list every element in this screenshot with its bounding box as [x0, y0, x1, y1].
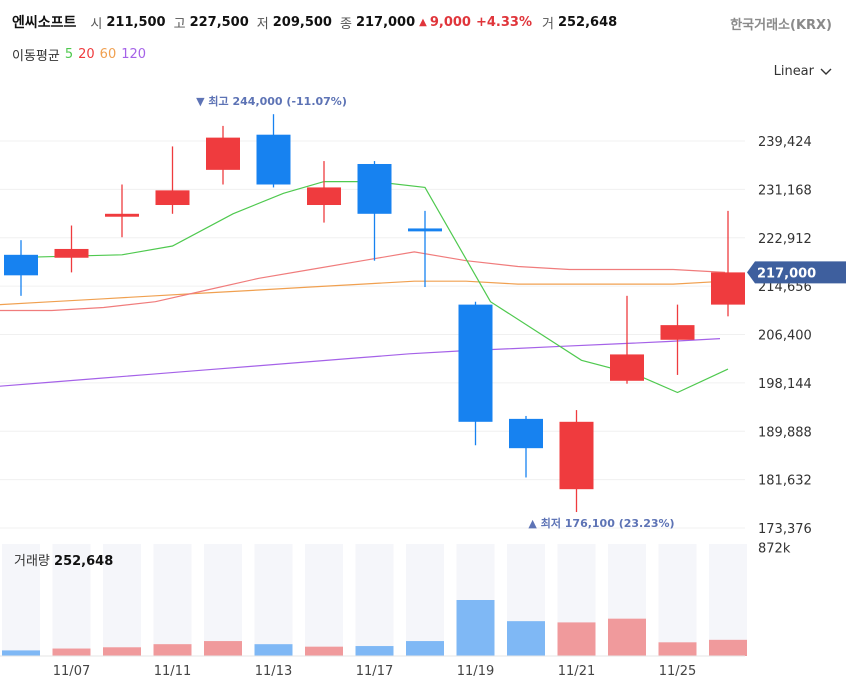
- candle-body: [711, 272, 745, 305]
- ma-60-label: 60: [99, 47, 117, 62]
- high-label: 고: [173, 16, 186, 32]
- volume-bar: [254, 644, 293, 656]
- close-label: 종: [339, 16, 352, 32]
- volume-bar: [557, 622, 596, 656]
- volume-bar: [406, 641, 444, 656]
- volume-background-column: [103, 544, 141, 656]
- volume-background-column: [406, 544, 444, 656]
- candle-body: [256, 134, 291, 185]
- volume-background-column: [709, 544, 747, 656]
- candle-body: [458, 304, 493, 422]
- stock-header: 엔씨소프트 시 211,500 고 227,500 저 209,500 종 21…: [12, 10, 625, 34]
- current-price-label: 217,000: [757, 266, 816, 281]
- volume-panel-value: 252,648: [54, 554, 114, 569]
- open-value: 211,500: [106, 14, 166, 30]
- candle-body: [105, 213, 139, 217]
- low-label: 저: [256, 16, 269, 32]
- volume-background-column: [204, 544, 242, 656]
- high-price-marker: ▼ 최고 244,000 (-11.07%): [196, 94, 347, 108]
- ma-20-line: [0, 251, 726, 312]
- date-tick-label: 11/21: [558, 664, 595, 679]
- volume-bar: [355, 646, 394, 656]
- candle-body: [408, 228, 442, 232]
- volume-panel-title: 거래량 252,648: [14, 550, 113, 569]
- candle-body: [206, 137, 240, 170]
- price-tick-label: 198,144: [758, 377, 812, 392]
- price-tick-label: 231,168: [758, 183, 812, 198]
- volume-bar: [608, 618, 646, 656]
- volume-value: 252,648: [557, 14, 618, 30]
- volume-bar: [507, 621, 545, 656]
- candle-body: [559, 421, 594, 490]
- volume-bar: [709, 639, 747, 656]
- candle-body: [54, 248, 89, 258]
- date-tick-label: 11/25: [659, 664, 696, 679]
- candle-body: [610, 354, 644, 381]
- volume-label: 거: [541, 16, 554, 32]
- exchange-name: 한국거래소(KRX): [730, 18, 832, 33]
- volume-background-column: [2, 544, 40, 656]
- close-value: 217,000: [355, 14, 416, 30]
- ma-120-label: 120: [121, 47, 147, 62]
- low-value: 209,500: [272, 14, 332, 30]
- high-value: 227,500: [189, 14, 249, 30]
- ma-120-line: [0, 338, 721, 387]
- volume-bar: [2, 650, 40, 656]
- ma-20-label: 20: [78, 47, 95, 62]
- volume-background-column: [153, 544, 192, 656]
- volume-background-column: [355, 544, 394, 656]
- ma-5-label: 5: [64, 47, 74, 62]
- volume-bar: [456, 600, 495, 656]
- moving-average-legend: 이동평균 5 20 60 120: [12, 45, 151, 64]
- price-tick-label: 222,912: [758, 232, 812, 247]
- ma-legend-title: 이동평균: [12, 49, 60, 64]
- open-label: 시: [90, 16, 103, 32]
- candle-body: [4, 254, 38, 276]
- volume-background-column: [254, 544, 293, 656]
- price-tick-label: 214,656: [758, 280, 812, 295]
- volume-bar: [204, 641, 242, 656]
- candle-body: [357, 163, 392, 214]
- volume-bar: [52, 648, 91, 656]
- volume-background-column: [52, 544, 91, 656]
- candle-body: [155, 190, 190, 206]
- volume-background-column: [658, 544, 697, 656]
- scale-toggle-button[interactable]: Linear: [774, 64, 832, 79]
- volume-tick-label: 872k: [758, 541, 791, 556]
- volume-bar: [103, 647, 141, 656]
- low-price-marker: ▲ 최저 176,100 (23.23%): [528, 516, 674, 530]
- current-price-tag: [747, 261, 846, 284]
- date-tick-label: 11/17: [356, 664, 393, 679]
- price-tick-label: 173,376: [758, 522, 812, 537]
- price-tick-label: 206,400: [758, 329, 812, 344]
- volume-panel-label: 거래량: [14, 554, 50, 569]
- scale-label: Linear: [773, 64, 814, 79]
- volume-bar: [305, 646, 343, 656]
- change-percent: +4.33%: [475, 14, 532, 30]
- date-tick-label: 11/19: [457, 664, 494, 679]
- stock-name: 엔씨소프트: [12, 15, 77, 31]
- volume-background-column: [305, 544, 343, 656]
- candle-body: [660, 325, 695, 340]
- date-tick-label: 11/07: [53, 664, 90, 679]
- price-tick-label: 239,424: [758, 135, 812, 150]
- ma-60-line: [0, 280, 726, 306]
- chevron-down-icon: [820, 68, 832, 75]
- price-tick-label: 181,632: [758, 474, 812, 489]
- price-tick-label: 189,888: [758, 425, 812, 440]
- candle-body: [509, 418, 543, 449]
- volume-bar: [153, 644, 192, 656]
- volume-bar: [658, 642, 697, 656]
- change-value: 9,000: [429, 14, 471, 30]
- date-tick-label: 11/13: [255, 664, 292, 679]
- candle-body: [307, 187, 341, 206]
- change-arrow-icon: ▲: [419, 16, 427, 28]
- date-tick-label: 11/11: [154, 664, 191, 679]
